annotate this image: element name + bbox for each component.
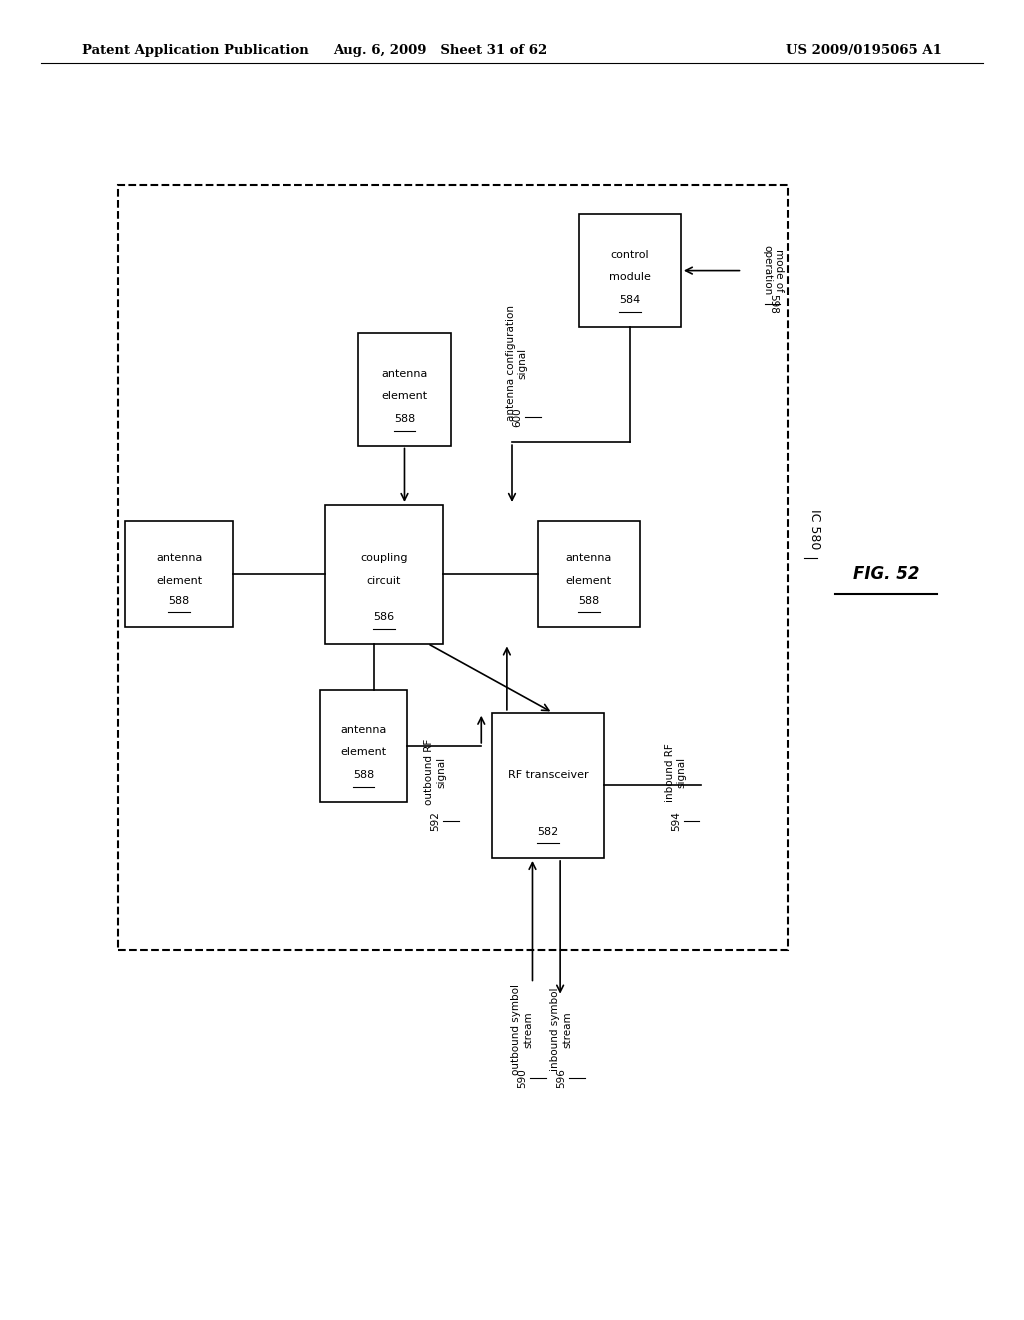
- Text: 588: 588: [579, 595, 599, 606]
- Text: mode of
operation: mode of operation: [762, 246, 784, 296]
- Text: FIG. 52: FIG. 52: [853, 565, 919, 583]
- Text: 596: 596: [556, 1068, 566, 1089]
- Text: 590: 590: [517, 1069, 527, 1088]
- Text: 588: 588: [169, 595, 189, 606]
- Text: Aug. 6, 2009   Sheet 31 of 62: Aug. 6, 2009 Sheet 31 of 62: [333, 44, 548, 57]
- Text: 600: 600: [512, 408, 522, 426]
- Text: 584: 584: [620, 296, 640, 305]
- Text: outbound symbol
stream: outbound symbol stream: [511, 985, 534, 1074]
- Text: antenna: antenna: [156, 553, 203, 564]
- Text: module: module: [609, 272, 650, 282]
- Text: 594: 594: [671, 810, 681, 832]
- Text: element: element: [156, 576, 203, 586]
- Text: antenna configuration
signal: antenna configuration signal: [506, 305, 528, 421]
- Text: circuit: circuit: [367, 576, 401, 586]
- Bar: [538, 521, 640, 627]
- Bar: [358, 334, 451, 446]
- Bar: [326, 506, 442, 644]
- Text: element: element: [565, 576, 612, 586]
- Text: coupling: coupling: [360, 553, 408, 564]
- Bar: [118, 185, 788, 950]
- Text: outbound RF
signal: outbound RF signal: [424, 739, 446, 805]
- Text: 592: 592: [430, 810, 440, 832]
- Text: antenna: antenna: [340, 725, 387, 735]
- Bar: [125, 521, 232, 627]
- Text: element: element: [381, 391, 428, 401]
- Text: US 2009/0195065 A1: US 2009/0195065 A1: [786, 44, 942, 57]
- Text: 588: 588: [394, 414, 415, 424]
- Bar: [579, 214, 681, 326]
- Text: 588: 588: [353, 771, 374, 780]
- Text: RF transceiver: RF transceiver: [508, 770, 588, 780]
- Text: element: element: [340, 747, 387, 758]
- Text: antenna: antenna: [565, 553, 612, 564]
- Text: IC 580: IC 580: [808, 510, 820, 549]
- Text: inbound symbol
stream: inbound symbol stream: [550, 987, 572, 1072]
- Text: Patent Application Publication: Patent Application Publication: [82, 44, 308, 57]
- Text: 586: 586: [374, 612, 394, 622]
- Text: 598: 598: [768, 293, 778, 314]
- Bar: [492, 713, 604, 858]
- Text: inbound RF
signal: inbound RF signal: [665, 743, 687, 801]
- Bar: [319, 689, 408, 801]
- Text: antenna: antenna: [381, 368, 428, 379]
- Text: 582: 582: [538, 826, 558, 837]
- Text: control: control: [610, 249, 649, 260]
